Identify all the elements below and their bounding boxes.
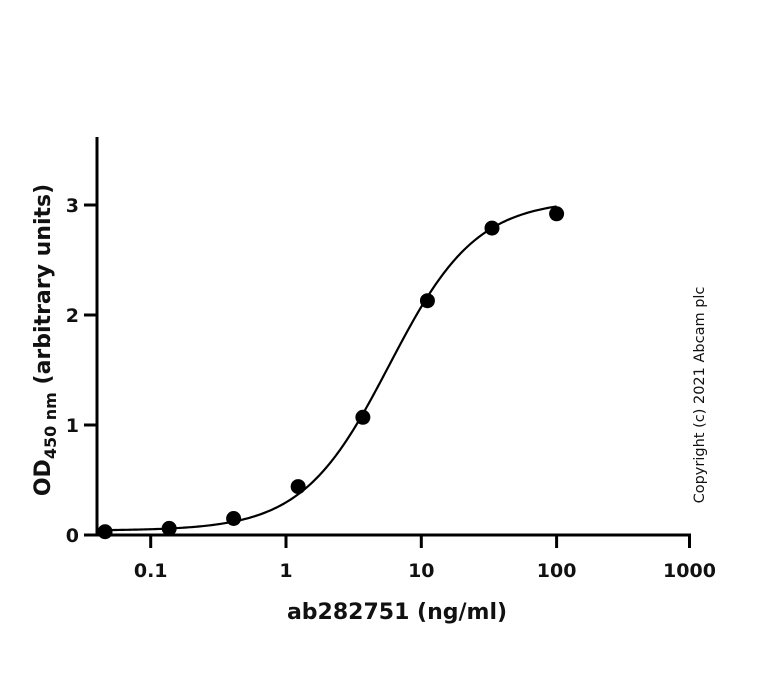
x-tick-label: 100 [537,560,577,582]
y-axis-ticks: 0 1 2 3 [66,195,97,547]
x-axis-ticks: 0.1 1 10 100 1000 [134,535,716,582]
data-point [226,511,242,526]
data-points [97,206,565,540]
data-point [484,220,500,236]
data-point [355,409,371,425]
y-tick-label: 2 [66,305,79,327]
data-point [97,524,113,540]
y-tick-label: 1 [66,415,79,437]
x-tick-label: 1000 [663,560,716,582]
x-tick-label: 10 [408,560,434,582]
fit-curve [105,205,557,532]
y-tick-label: 0 [66,525,79,547]
data-point [419,293,435,309]
data-point [290,479,306,495]
x-tick-label: 0.1 [134,560,168,582]
x-tick-label: 1 [279,560,292,582]
y-axis-title: OD450 nm (arbitrary units) [31,184,60,496]
data-point [549,206,565,222]
axes [95,137,691,537]
x-axis-title: ab282751 (ng/ml) [287,600,507,625]
y-tick-label: 3 [66,195,79,217]
copyright-notice: Copyright (c) 2021 Abcam plc [692,287,708,504]
data-point [161,520,177,536]
